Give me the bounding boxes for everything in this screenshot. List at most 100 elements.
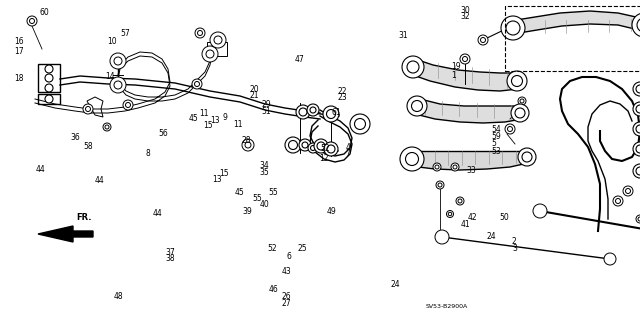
Circle shape xyxy=(242,139,254,151)
Circle shape xyxy=(435,230,449,244)
Circle shape xyxy=(299,108,307,116)
Text: 52: 52 xyxy=(268,244,277,253)
Text: 44: 44 xyxy=(35,165,45,174)
Circle shape xyxy=(506,21,520,35)
Circle shape xyxy=(114,57,122,65)
Circle shape xyxy=(206,50,214,58)
Circle shape xyxy=(438,183,442,187)
Circle shape xyxy=(326,109,335,118)
Circle shape xyxy=(324,142,338,156)
Text: 14: 14 xyxy=(106,72,115,81)
Text: 44: 44 xyxy=(152,209,162,218)
Text: 47: 47 xyxy=(294,55,304,63)
Circle shape xyxy=(623,186,633,196)
Circle shape xyxy=(308,143,318,153)
Text: 49: 49 xyxy=(326,207,336,216)
Circle shape xyxy=(110,53,126,69)
Circle shape xyxy=(501,16,525,40)
Text: 41: 41 xyxy=(461,220,470,229)
Circle shape xyxy=(314,139,328,153)
Text: 25: 25 xyxy=(298,244,307,253)
Circle shape xyxy=(83,104,93,114)
Circle shape xyxy=(507,71,527,91)
Text: SV53-B2900A: SV53-B2900A xyxy=(426,304,468,309)
Text: 36: 36 xyxy=(70,133,80,142)
Circle shape xyxy=(412,100,422,112)
Text: 7: 7 xyxy=(346,149,351,158)
Circle shape xyxy=(520,99,524,103)
Text: 5: 5 xyxy=(492,139,497,148)
Circle shape xyxy=(307,104,319,116)
Text: 51: 51 xyxy=(261,107,271,115)
Circle shape xyxy=(451,163,459,171)
Text: 19: 19 xyxy=(451,63,461,71)
Text: 39: 39 xyxy=(242,207,252,216)
Text: 53: 53 xyxy=(492,147,501,156)
Circle shape xyxy=(86,107,90,112)
Text: 26: 26 xyxy=(282,292,291,300)
Circle shape xyxy=(310,107,316,113)
Text: 28: 28 xyxy=(242,137,252,145)
Circle shape xyxy=(406,152,419,166)
Text: 11: 11 xyxy=(200,109,209,118)
Text: 27: 27 xyxy=(282,299,291,308)
Polygon shape xyxy=(410,59,518,91)
Circle shape xyxy=(407,96,427,116)
Bar xyxy=(207,42,227,56)
Circle shape xyxy=(45,65,53,73)
Circle shape xyxy=(45,74,53,82)
Circle shape xyxy=(633,122,640,136)
Circle shape xyxy=(355,118,365,130)
Polygon shape xyxy=(410,151,528,170)
Circle shape xyxy=(202,46,218,62)
Circle shape xyxy=(192,79,202,89)
Text: 13: 13 xyxy=(212,175,222,184)
Text: 16: 16 xyxy=(14,37,24,46)
Text: 4: 4 xyxy=(346,143,351,152)
Circle shape xyxy=(433,163,441,171)
Circle shape xyxy=(463,56,467,62)
Circle shape xyxy=(616,198,621,204)
Text: 13: 13 xyxy=(210,116,220,125)
Circle shape xyxy=(633,102,640,116)
Circle shape xyxy=(604,253,616,265)
Text: 11: 11 xyxy=(234,120,243,129)
Circle shape xyxy=(302,142,308,148)
Text: 21: 21 xyxy=(250,91,259,100)
Text: 54: 54 xyxy=(492,125,501,134)
Circle shape xyxy=(114,81,122,89)
Text: 59: 59 xyxy=(492,132,501,141)
Circle shape xyxy=(636,215,640,223)
Text: 31: 31 xyxy=(398,31,408,40)
Text: 55: 55 xyxy=(269,188,278,197)
Text: 1: 1 xyxy=(451,71,456,80)
Circle shape xyxy=(633,142,640,156)
Circle shape xyxy=(633,164,640,178)
Text: 3: 3 xyxy=(512,244,517,253)
Text: 50: 50 xyxy=(499,213,509,222)
Circle shape xyxy=(350,114,370,134)
Text: 52: 52 xyxy=(320,144,330,153)
Circle shape xyxy=(27,16,37,26)
Text: 44: 44 xyxy=(95,176,104,185)
Text: FR.: FR. xyxy=(76,213,92,222)
Circle shape xyxy=(435,165,439,169)
Text: 43: 43 xyxy=(282,267,291,276)
Bar xyxy=(505,6,640,71)
Circle shape xyxy=(198,31,202,35)
Circle shape xyxy=(317,142,325,150)
Circle shape xyxy=(195,81,200,86)
Circle shape xyxy=(518,148,536,166)
Text: 17: 17 xyxy=(14,47,24,56)
Circle shape xyxy=(195,28,205,38)
Circle shape xyxy=(456,197,464,205)
Circle shape xyxy=(296,105,310,119)
Circle shape xyxy=(110,77,126,93)
Text: 8: 8 xyxy=(146,149,150,158)
Text: 46: 46 xyxy=(269,285,278,294)
Circle shape xyxy=(511,104,529,122)
Text: 18: 18 xyxy=(14,74,24,83)
Circle shape xyxy=(511,76,522,86)
Text: 45: 45 xyxy=(234,189,244,197)
Text: 34: 34 xyxy=(259,161,269,170)
